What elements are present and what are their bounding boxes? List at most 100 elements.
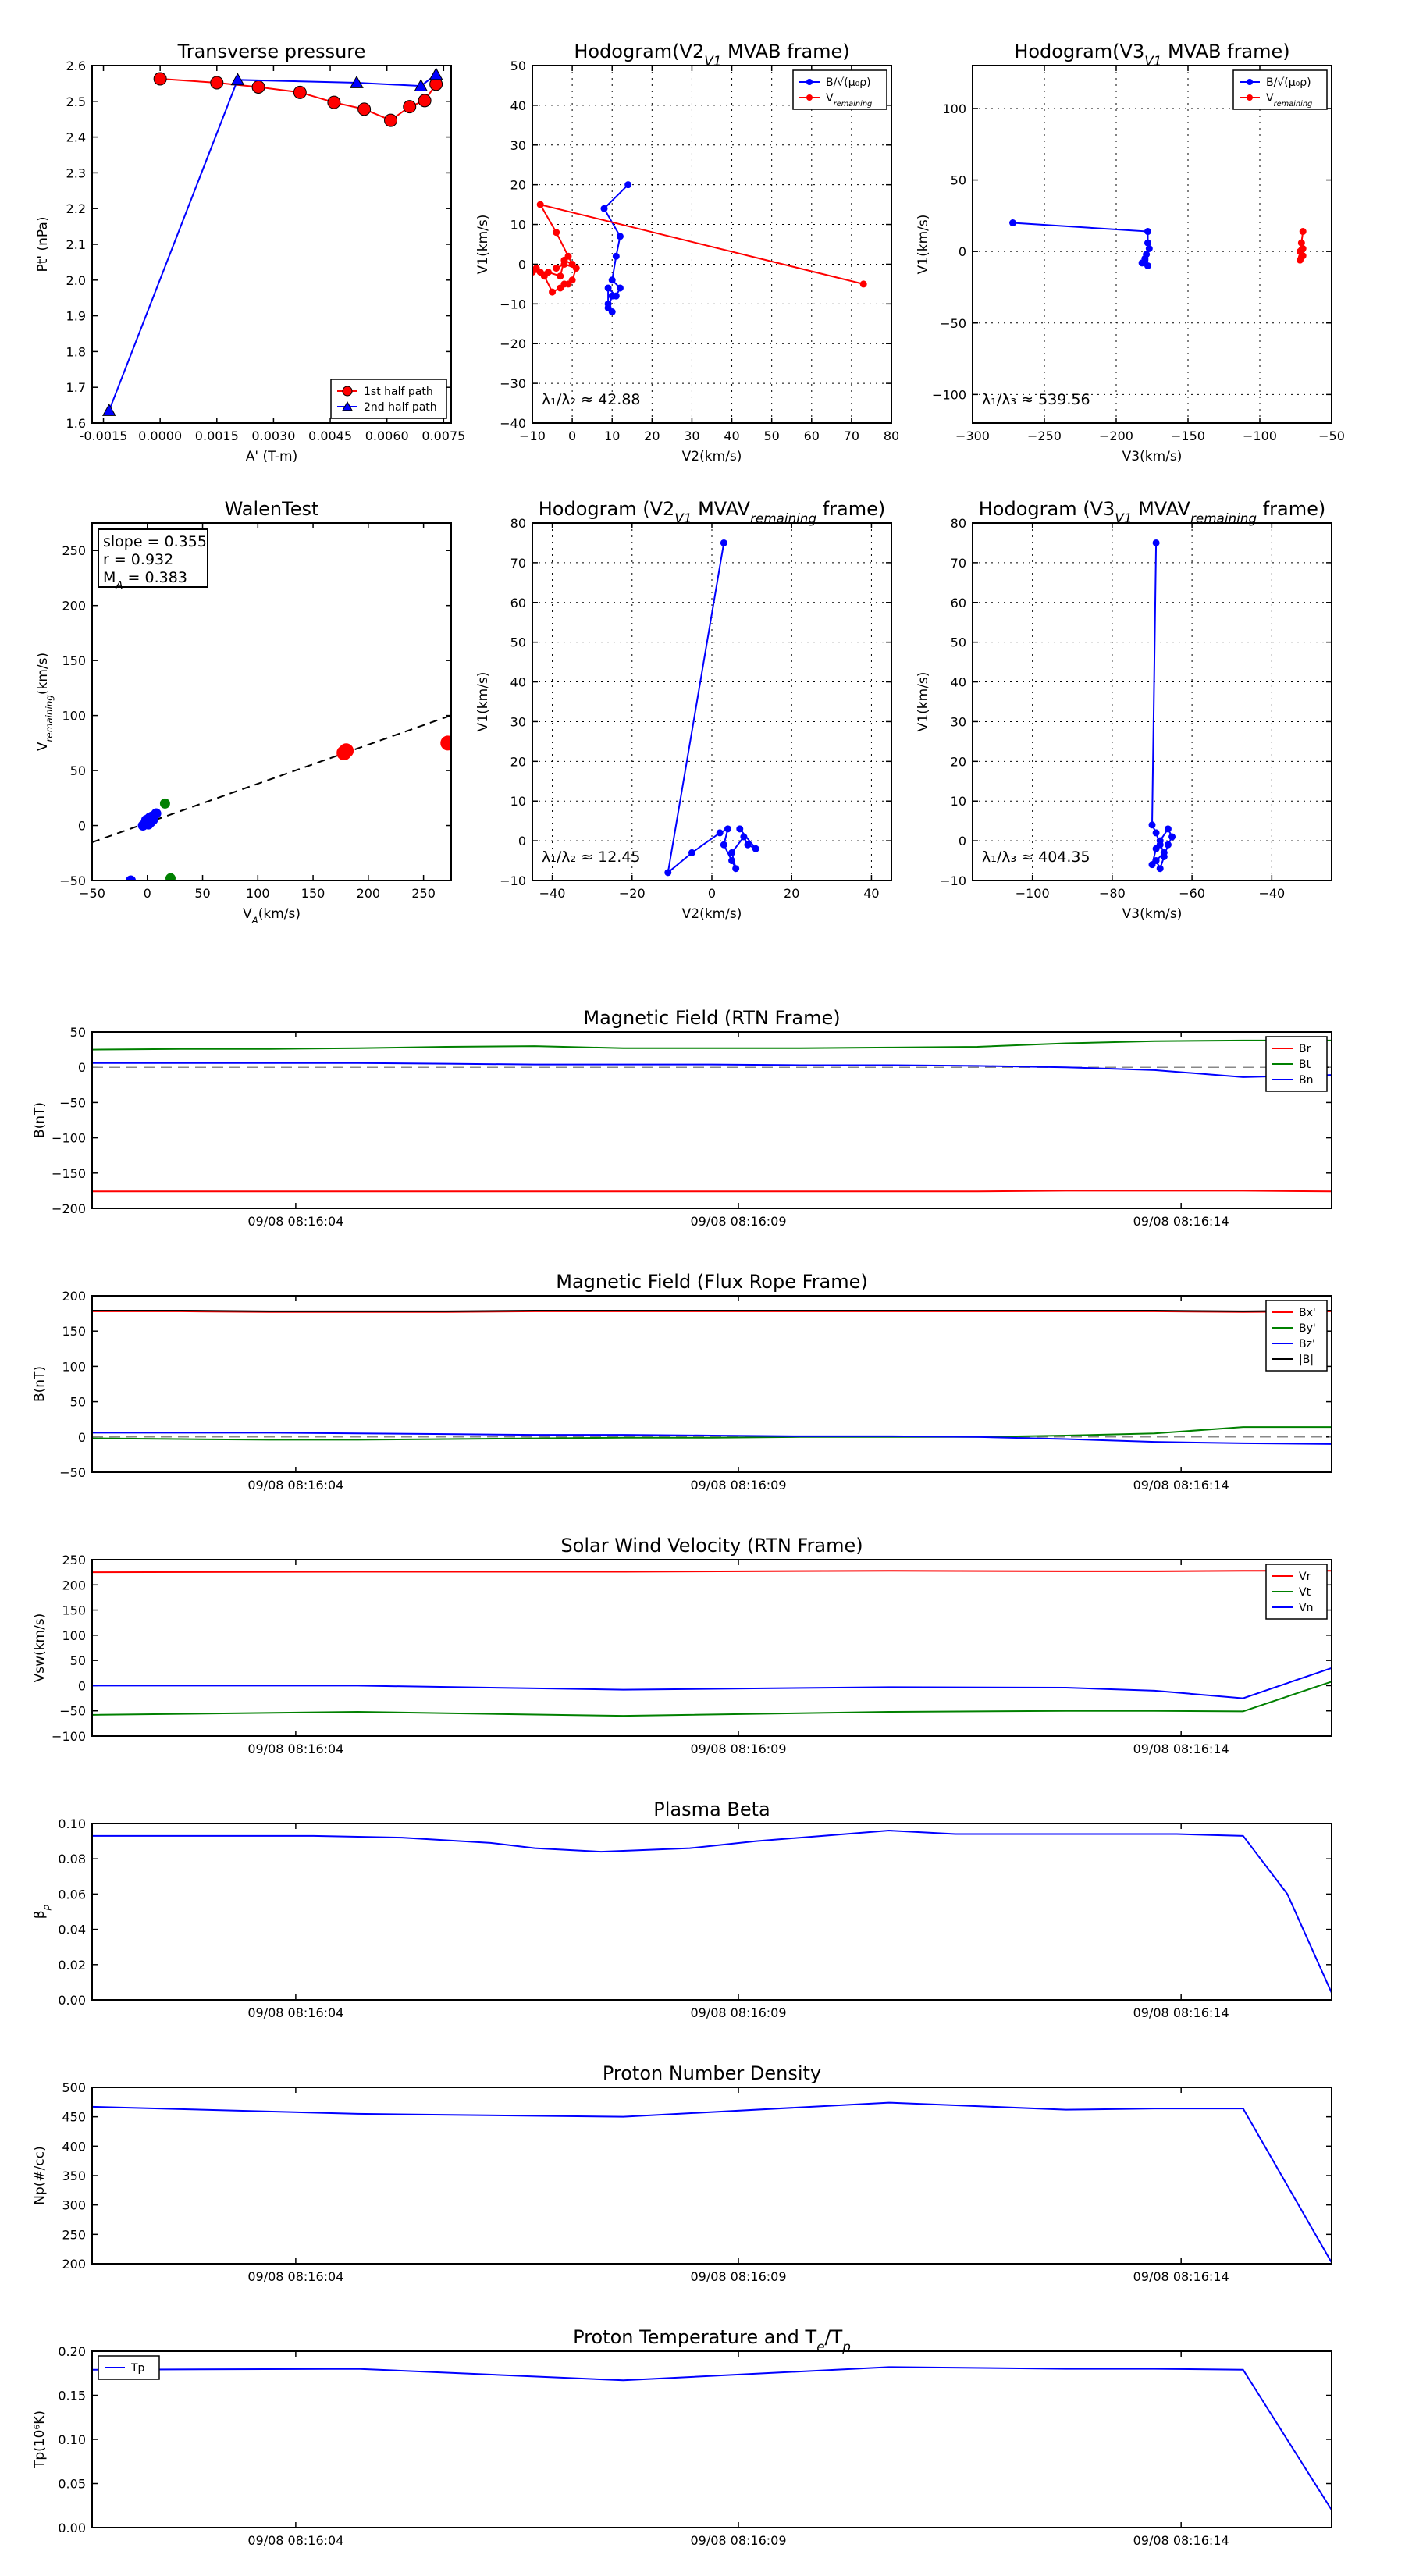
ratio-annotation: λ₁/λ₃ ≈ 404.35: [982, 849, 1090, 866]
x-tick-label: 200: [357, 886, 381, 901]
y-axis-label: B(nT): [32, 1102, 48, 1138]
x-tick-label: 09/08 08:16:09: [690, 2269, 786, 2284]
ratio-annotation: λ₁/λ₂ ≈ 12.45: [542, 849, 641, 866]
y-tick-label: 50: [70, 1025, 86, 1040]
data-point: [744, 841, 752, 849]
y-tick-label: 2.1: [66, 237, 86, 252]
data-point: [429, 67, 443, 80]
data-point: [536, 201, 544, 208]
plot-frame: [91, 1295, 1332, 1473]
data-point: [728, 857, 736, 865]
x-tick-label: −80: [1099, 886, 1126, 901]
legend-label: |B|: [1299, 1354, 1314, 1366]
data-point: [604, 304, 612, 311]
ratio-annotation: λ₁/λ₂ ≈ 42.88: [542, 391, 641, 408]
data-point: [210, 76, 224, 90]
y-tick-label: 0.20: [58, 2344, 86, 2359]
legend-box: [1265, 1300, 1328, 1372]
data-point: [1152, 845, 1160, 852]
data-point: [153, 72, 167, 86]
data-point: [1009, 219, 1017, 227]
y-tick-label: 50: [70, 1653, 86, 1668]
plot-area: [664, 539, 759, 877]
y-tick-label: 100: [62, 1628, 86, 1643]
data-point: [339, 743, 354, 759]
y-tick-label: 10: [510, 218, 526, 233]
data-point: [414, 79, 429, 92]
y-tick-label: 40: [951, 675, 966, 690]
data-point: [101, 403, 116, 416]
x-tick-label: −40: [539, 886, 566, 901]
y-tick-label: 30: [510, 714, 526, 729]
data-point: [1152, 539, 1160, 546]
chart-proton-temperature: 09/08 08:16:04 09/08 08:16:09 09/08 08:16:…: [32, 2326, 1332, 2548]
data-point: [159, 798, 170, 809]
chart-title: WalenTest: [225, 498, 319, 520]
chart-title: Transverse pressure: [177, 41, 366, 62]
x-tick-label: 09/08 08:16:04: [247, 2533, 343, 2548]
x-tick-label: 80: [884, 429, 899, 443]
plot-frame: [972, 522, 1332, 881]
data-point: [403, 100, 417, 114]
y-tick-label: 20: [951, 754, 966, 769]
x-tick-label: −20: [619, 886, 646, 901]
data-point: [724, 825, 731, 833]
x-tick-label: 0.0000: [138, 429, 182, 443]
y-tick-label: −30: [500, 376, 526, 391]
plot-area: [92, 1830, 1332, 1994]
y-tick-label: 0.02: [58, 1958, 86, 1973]
y-tick-label: 500: [62, 2080, 86, 2095]
data-point: [1297, 246, 1305, 254]
chart-hodogram-v2-v1-mvab: −10 0 10 20 30 40 50 60 70 80 −40 −30 −20 −10 0 10 20 30 4…: [475, 41, 899, 464]
x-tick-label: 40: [863, 886, 879, 901]
y-tick-label: 0.10: [58, 2432, 86, 2447]
stats-line: slope = 0.355: [103, 533, 207, 550]
data-point: [568, 276, 576, 284]
y-tick-label: 1.6: [66, 416, 86, 431]
data-point: [1168, 833, 1176, 841]
data-point: [560, 260, 568, 268]
legend-label: Bz': [1299, 1338, 1315, 1350]
y-tick-label: 10: [510, 794, 526, 809]
y-tick-label: 100: [942, 101, 966, 116]
x-tick-label: 60: [804, 429, 820, 443]
y-axis-label: V1(km/s): [475, 672, 491, 732]
y-tick-label: 0.08: [58, 1852, 86, 1866]
series-line-2: [92, 1432, 1332, 1445]
y-tick-label: 2.0: [66, 273, 86, 288]
y-axis-label: V1(km/s): [916, 672, 931, 732]
data-point: [1156, 865, 1164, 873]
y-tick-label: 0.05: [58, 2477, 86, 2492]
x-axis-label: VA(km/s): [243, 906, 301, 926]
y-axis-label: Vremaining(km/s): [35, 653, 55, 751]
legend-label: Br: [1299, 1043, 1311, 1055]
y-tick-label: 150: [62, 1324, 86, 1339]
plot-area: [92, 714, 451, 881]
y-tick-label: 1.7: [66, 380, 86, 395]
data-point: [1156, 837, 1164, 845]
y-tick-label: 0: [518, 834, 526, 849]
y-tick-label: −10: [500, 873, 526, 888]
x-tick-label: 09/08 08:16:14: [1133, 1742, 1229, 1756]
chart-transverse-pressure: -0.0015 0.0000 0.0015 0.0030 0.0045 0.0060 0.0…: [35, 41, 465, 464]
x-tick-label: 09/08 08:16:14: [1133, 1214, 1229, 1229]
x-tick-label: −60: [1179, 886, 1205, 901]
data-point: [608, 292, 616, 300]
legend-label: 1st half path: [364, 386, 433, 398]
x-tick-label: 09/08 08:16:09: [690, 2533, 786, 2548]
x-tick-label: 10: [604, 429, 620, 443]
data-point: [732, 865, 740, 873]
y-tick-label: −100: [932, 387, 966, 402]
data-point: [1144, 262, 1151, 269]
y-tick-label: −20: [500, 336, 526, 351]
y-tick-label: 0.10: [58, 1816, 86, 1831]
series-line-0: [92, 2101, 1332, 2263]
legend-box: [792, 69, 887, 110]
x-tick-label: 0.0045: [308, 429, 352, 443]
y-axis-label: Tp(10⁶K): [32, 2411, 48, 2469]
x-tick-label: −10: [519, 429, 546, 443]
y-tick-label: 50: [510, 59, 526, 73]
y-tick-label: 50: [951, 173, 966, 188]
plot-frame: [91, 1031, 1332, 1209]
